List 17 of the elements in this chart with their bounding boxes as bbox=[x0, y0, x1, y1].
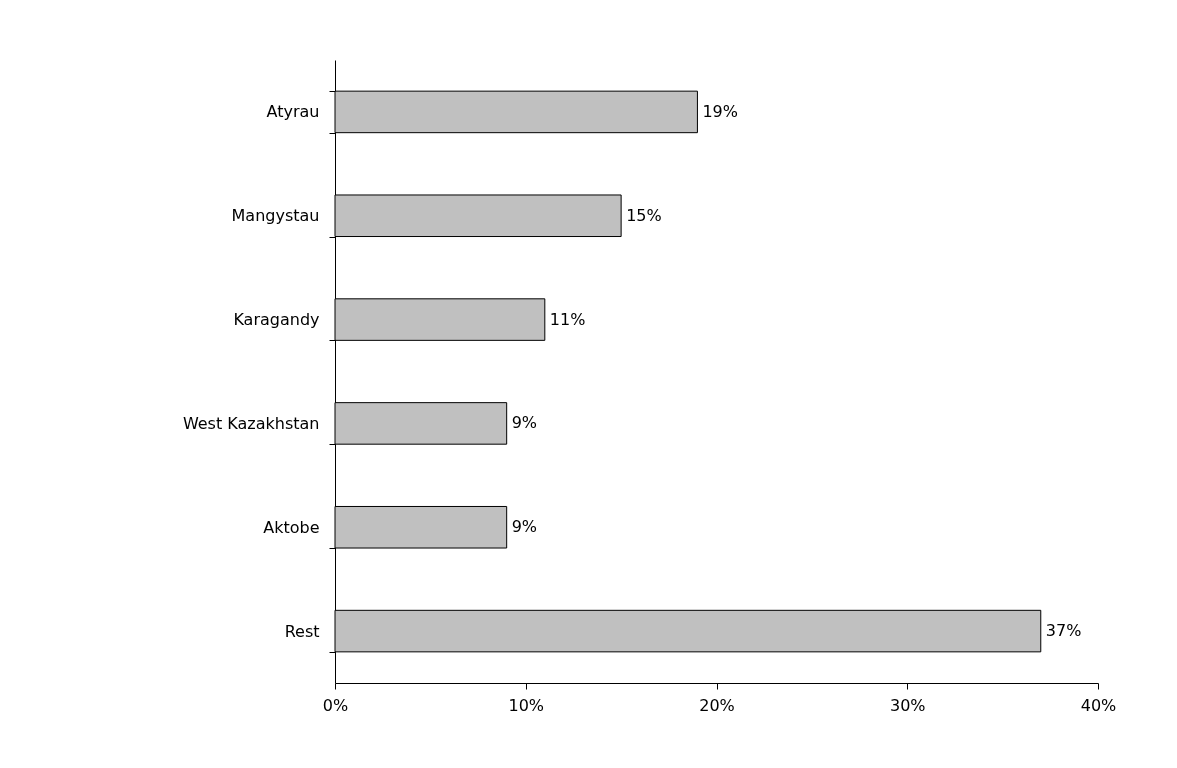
data-label: 11% bbox=[549, 309, 586, 329]
y-tick-label: Karagandy bbox=[233, 310, 320, 330]
x-tick-label: 40% bbox=[1080, 695, 1117, 715]
y-tick-label: Atyrau bbox=[266, 102, 320, 122]
data-label: 15% bbox=[626, 205, 662, 225]
y-tick-label: Aktobe bbox=[263, 517, 320, 537]
x-tick-label: 20% bbox=[699, 695, 735, 715]
x-tick-label: 0% bbox=[322, 695, 349, 715]
data-label: 9% bbox=[511, 413, 538, 433]
data-label: 9% bbox=[511, 517, 538, 537]
data-label: 37% bbox=[1045, 621, 1082, 641]
y-tick-label: Mangystau bbox=[231, 206, 320, 226]
x-tick-label: 10% bbox=[508, 695, 545, 715]
x-tick-label: 30% bbox=[889, 695, 926, 715]
data-label: 19% bbox=[702, 101, 738, 121]
y-tick-label: Rest bbox=[284, 621, 320, 641]
y-tick-label: West Kazakhstan bbox=[182, 413, 320, 433]
